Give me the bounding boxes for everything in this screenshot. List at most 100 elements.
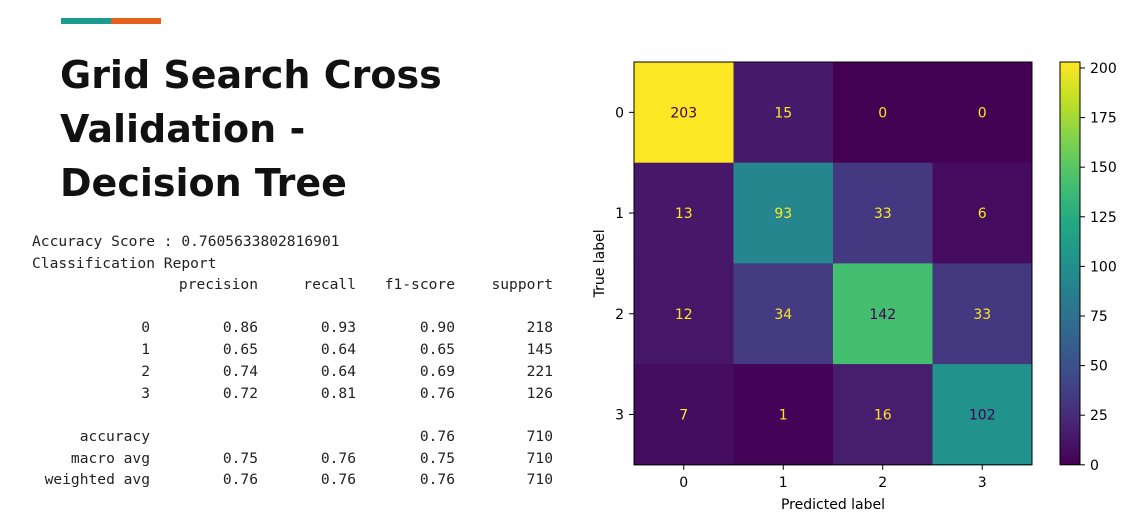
precision-cell: 0.75 — [222, 449, 258, 467]
x-axis-label: Predicted label — [781, 497, 885, 513]
cell-value-label: 102 — [969, 407, 996, 423]
heatmap-cell — [634, 364, 734, 466]
cell-value-label: 0 — [978, 105, 987, 121]
precision-cell: 0.74 — [222, 362, 258, 380]
precision-cell: 0.65 — [222, 341, 258, 359]
cell-value-label: 1 — [779, 407, 788, 423]
f1-cell: 0.76 — [419, 471, 455, 489]
heatmap-cell — [733, 263, 834, 365]
f1-cell: 0.76 — [419, 427, 455, 445]
table-row: accuracy 0.76 710 — [32, 426, 553, 448]
precision-cell: 0.86 — [222, 319, 258, 337]
accuracy-score-line: Accuracy Score : 0.7605633802816901 — [32, 233, 340, 250]
cell-value-label: 0 — [878, 105, 887, 121]
heatmap-cell — [932, 62, 1033, 164]
row-label: macro avg — [70, 449, 150, 467]
colorbar-tick-label: 75 — [1090, 309, 1108, 325]
slide-title-line: Decision Tree — [60, 161, 347, 205]
colorbar-tick-label: 125 — [1090, 210, 1117, 226]
f1-cell: 0.76 — [419, 384, 455, 402]
plot-frame — [633, 61, 1033, 466]
recall-cell: 0.64 — [320, 341, 356, 359]
colorbar-tick-label: 150 — [1090, 160, 1117, 176]
cell-value-label: 34 — [774, 307, 792, 323]
row-label: 3 — [141, 384, 150, 402]
report-header-row: precision recall f1-score support — [32, 274, 553, 296]
support-cell: 221 — [526, 362, 553, 380]
row-label: weighted avg — [44, 471, 150, 489]
row-label: 1 — [141, 341, 150, 359]
table-row: 2 0.74 0.64 0.69 221 — [32, 361, 553, 383]
table-row: 1 0.65 0.64 0.65 145 — [32, 339, 553, 361]
precision-cell: 0.76 — [222, 471, 258, 489]
cell-value-label: 33 — [973, 307, 991, 323]
x-tick-label: 3 — [978, 475, 987, 491]
heatmap-cell — [932, 162, 1033, 264]
slide-title-line: Grid Search Cross — [60, 53, 442, 97]
f1-cell: 0.69 — [419, 362, 455, 380]
slide-title-line: Validation - — [60, 107, 306, 151]
row-label: accuracy — [79, 427, 150, 445]
table-row: weighted avg 0.76 0.76 0.76 710 — [32, 469, 553, 491]
cell-value-label: 93 — [774, 206, 792, 222]
heatmap-cell — [932, 263, 1033, 365]
recall-cell: 0.76 — [320, 471, 356, 489]
row-label: 2 — [141, 362, 150, 380]
support-cell: 126 — [526, 384, 553, 402]
header-support: support — [491, 276, 553, 293]
slide-title: Grid Search Cross Validation - Decision … — [60, 48, 480, 210]
table-row: macro avg 0.75 0.76 0.75 710 — [32, 448, 553, 470]
colorbar-tick-label: 175 — [1090, 111, 1117, 127]
cell-value-label: 6 — [978, 206, 987, 222]
heatmap-cell — [733, 62, 834, 164]
cell-value-label: 12 — [675, 307, 693, 323]
y-tick-label: 1 — [615, 206, 624, 222]
y-axis-label: True label — [592, 229, 608, 298]
recall-cell: 0.76 — [320, 449, 356, 467]
heatmap-cell — [833, 263, 933, 365]
header-recall: recall — [303, 276, 356, 293]
recall-cell: 0.81 — [320, 384, 356, 402]
colorbar-tick-label: 100 — [1090, 259, 1117, 275]
row-label: 0 — [141, 319, 150, 337]
y-tick-label: 2 — [615, 307, 624, 323]
heatmap-cell — [634, 62, 734, 164]
f1-cell: 0.75 — [419, 449, 455, 467]
cell-value-label: 15 — [774, 105, 792, 121]
classification-report: Accuracy Score : 0.7605633802816901 Clas… — [32, 231, 553, 491]
cell-value-label: 7 — [679, 407, 688, 423]
colorbar-tick-label: 50 — [1090, 359, 1108, 375]
cell-value-label: 33 — [874, 206, 892, 222]
f1-cell: 0.65 — [419, 341, 455, 359]
accent-bar-orange — [111, 18, 161, 24]
heatmap-cell — [634, 162, 734, 264]
heatmap-cell — [833, 62, 933, 164]
colorbar-tick-label: 0 — [1090, 458, 1099, 474]
table-row: 3 0.72 0.81 0.76 126 — [32, 383, 553, 405]
support-cell: 218 — [526, 319, 553, 337]
cell-value-label: 203 — [670, 105, 697, 121]
heatmap-cell — [833, 162, 933, 264]
heatmap-cell — [733, 364, 834, 466]
x-tick-label: 2 — [878, 475, 887, 491]
report-table: precision recall f1-score support 0 0.86… — [32, 274, 553, 491]
accent-bar-teal — [61, 18, 111, 24]
cell-value-label: 16 — [874, 407, 892, 423]
y-tick-label: 3 — [615, 407, 624, 423]
support-cell: 710 — [526, 449, 553, 467]
x-tick-label: 1 — [779, 475, 788, 491]
accent-bar — [61, 18, 161, 24]
support-cell: 145 — [526, 341, 553, 359]
heatmap-cell — [833, 364, 933, 466]
y-tick-label: 0 — [615, 105, 624, 121]
heatmap-cell — [932, 364, 1033, 466]
header-precision: precision — [178, 276, 258, 293]
heatmap-cell — [733, 162, 834, 264]
recall-cell: 0.64 — [320, 362, 356, 380]
header-f1-score: f1-score — [384, 276, 455, 293]
colorbar-tick-label: 200 — [1090, 61, 1117, 77]
cell-value-label: 142 — [869, 307, 896, 323]
heatmap-cell — [634, 263, 734, 365]
support-cell: 710 — [526, 427, 553, 445]
